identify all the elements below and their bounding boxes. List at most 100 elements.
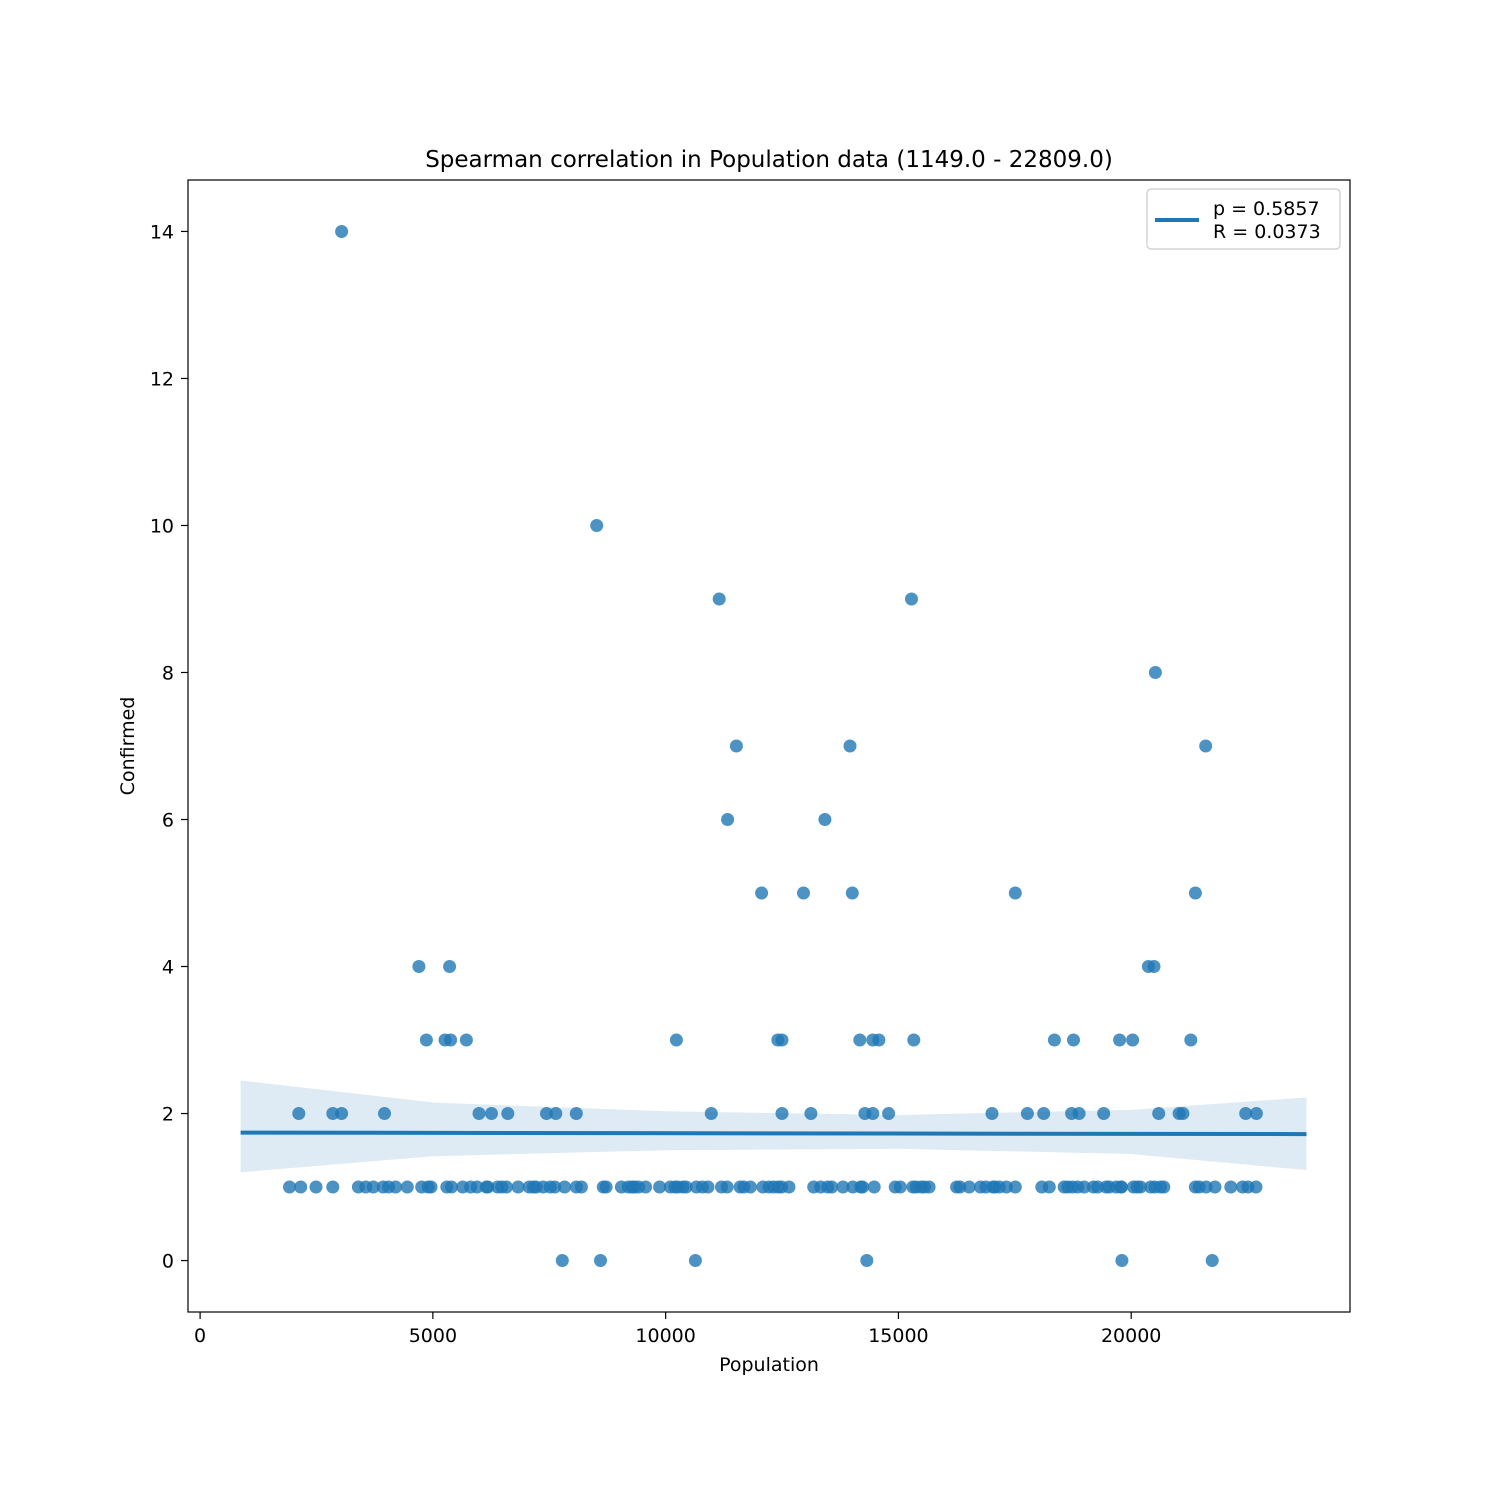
legend: p = 0.5857 R = 0.0373 <box>1146 188 1341 250</box>
data-point <box>1072 1107 1086 1120</box>
data-point <box>419 1033 433 1047</box>
legend-label-p: p = 0.5857 <box>1213 198 1320 220</box>
data-point <box>569 1107 583 1120</box>
data-point <box>1134 1180 1147 1194</box>
data-point <box>292 1107 306 1120</box>
data-point <box>639 1180 653 1194</box>
data-point <box>558 1180 572 1194</box>
data-point <box>1037 1107 1051 1120</box>
data-point <box>1047 1033 1061 1047</box>
y-tick-label: 10 <box>150 515 174 537</box>
data-point <box>485 1107 498 1120</box>
x-tick-label: 15000 <box>868 1325 928 1347</box>
data-point <box>574 1180 588 1194</box>
data-point <box>590 519 604 532</box>
data-point <box>459 1033 473 1047</box>
x-tick-label: 20000 <box>1101 1325 1161 1347</box>
data-point <box>400 1180 414 1194</box>
data-point <box>1157 1180 1171 1194</box>
data-point <box>1113 1033 1127 1047</box>
data-point <box>843 739 857 753</box>
data-point <box>1115 1254 1129 1267</box>
data-point <box>704 1107 718 1120</box>
data-point <box>882 1107 896 1120</box>
y-tick-label: 2 <box>162 1104 174 1126</box>
data-point <box>729 739 743 753</box>
confidence-band <box>240 1080 1307 1173</box>
data-point <box>1249 1180 1263 1194</box>
data-point <box>818 813 832 826</box>
data-point <box>1147 960 1161 973</box>
data-point <box>540 1107 553 1120</box>
data-point <box>1067 1033 1080 1047</box>
data-point <box>424 1180 438 1194</box>
data-point <box>366 1180 380 1194</box>
data-point <box>326 1180 340 1194</box>
data-point <box>594 1254 607 1267</box>
data-point <box>549 1107 563 1120</box>
data-point <box>443 960 457 973</box>
data-point <box>720 1180 734 1194</box>
data-point <box>444 1033 458 1047</box>
x-axis-ticks: 0 5000 10000 15000 20000 <box>194 1312 1161 1347</box>
y-axis-ticks: 0 2 4 6 8 10 12 14 <box>150 221 188 1273</box>
chart-title: Spearman correlation in Population data … <box>425 147 1113 173</box>
data-point <box>1008 1180 1022 1194</box>
data-point <box>309 1180 323 1194</box>
data-point <box>1184 1033 1198 1047</box>
data-point <box>712 592 726 606</box>
y-tick-label: 0 <box>162 1251 174 1273</box>
data-point <box>922 1180 936 1194</box>
data-point <box>907 1033 921 1047</box>
data-point <box>470 1180 484 1194</box>
data-point <box>669 1033 683 1047</box>
data-point <box>1199 739 1213 753</box>
x-tick-label: 0 <box>194 1325 206 1347</box>
data-point <box>1020 1107 1034 1120</box>
data-point <box>1097 1107 1111 1120</box>
data-point <box>853 1033 867 1047</box>
data-point <box>1042 1180 1056 1194</box>
data-point <box>1239 1107 1253 1120</box>
data-point <box>1126 1033 1140 1047</box>
data-point <box>511 1180 525 1194</box>
data-point <box>953 1180 967 1194</box>
data-point <box>985 1107 999 1120</box>
data-point <box>755 886 769 900</box>
data-point <box>775 1033 789 1047</box>
legend-box <box>1146 188 1341 250</box>
plot-area <box>240 225 1307 1267</box>
data-point <box>1176 1107 1190 1120</box>
data-point <box>1077 1180 1091 1194</box>
data-point <box>1008 886 1022 900</box>
data-point <box>999 1180 1013 1194</box>
data-point <box>866 1107 880 1120</box>
data-point <box>962 1180 976 1194</box>
data-point <box>825 1180 839 1194</box>
y-axis-label: Confirmed <box>117 697 139 796</box>
y-tick-label: 4 <box>162 957 174 979</box>
data-point <box>499 1180 513 1194</box>
data-point <box>378 1107 391 1120</box>
data-point <box>335 1107 349 1120</box>
y-tick-label: 8 <box>162 662 174 684</box>
x-tick-label: 5000 <box>409 1325 457 1347</box>
data-point <box>335 225 349 238</box>
data-point <box>893 1180 907 1194</box>
data-point <box>860 1254 874 1267</box>
data-point <box>679 1180 693 1194</box>
data-point <box>653 1180 667 1194</box>
data-point <box>501 1107 515 1120</box>
data-point <box>472 1107 486 1120</box>
data-point <box>721 813 735 826</box>
y-tick-label: 6 <box>162 810 174 832</box>
x-axis-label: Population <box>719 1354 819 1376</box>
y-tick-label: 14 <box>150 221 174 243</box>
regression-line <box>240 1130 1307 1137</box>
data-point <box>1152 1107 1166 1120</box>
data-point <box>905 592 918 606</box>
axes-frame <box>187 179 1351 1313</box>
data-point <box>743 1180 757 1194</box>
data-point <box>688 1254 702 1267</box>
data-point <box>782 1180 796 1194</box>
